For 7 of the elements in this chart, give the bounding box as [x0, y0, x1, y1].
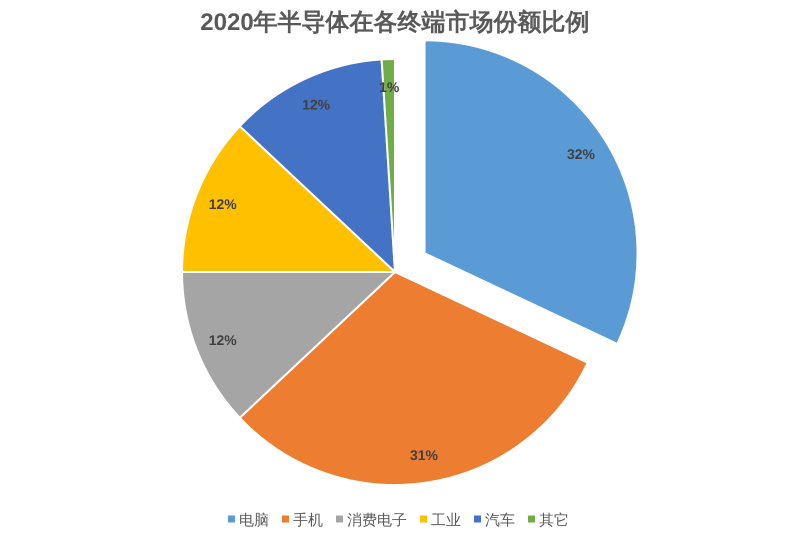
legend-label: 其它	[539, 512, 569, 529]
legend-label: 电脑	[239, 512, 269, 529]
legend-label: 手机	[293, 512, 323, 529]
title: 2020年半导体在各终端市场份额比例	[200, 9, 590, 36]
legend-label: 消费电子	[347, 512, 407, 529]
legend-label: 工业	[431, 512, 461, 529]
legend-label: 汽车	[485, 512, 515, 529]
